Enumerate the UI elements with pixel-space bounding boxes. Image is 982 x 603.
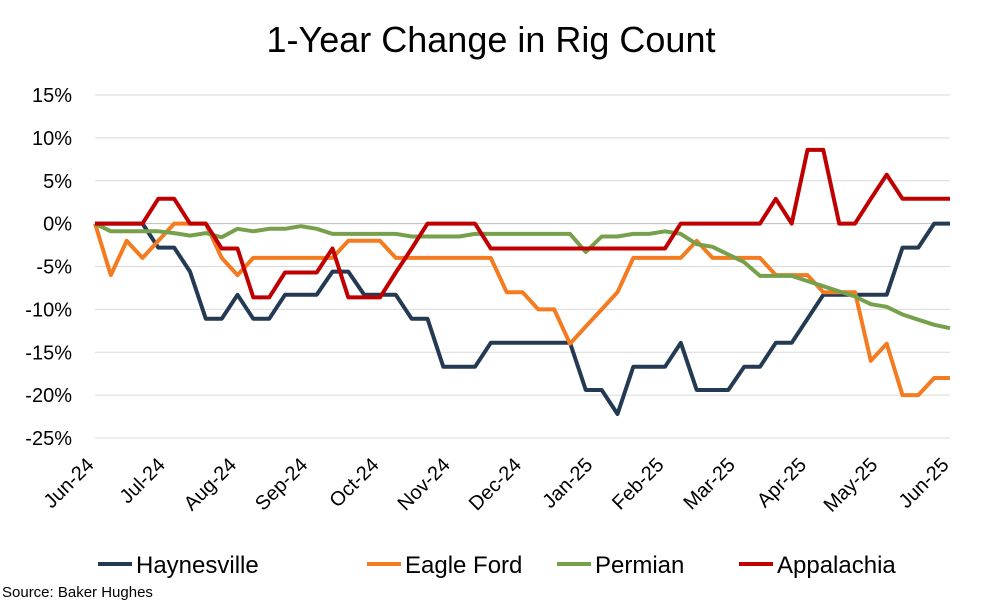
series-line-haynesville [95, 221, 950, 416]
series-line-permian [94, 221, 951, 331]
series-line-eagle-ford [93, 221, 950, 398]
legend-label: Eagle Ford [405, 552, 522, 579]
x-tick-label: Oct-24 [326, 454, 384, 512]
x-tick-label: Nov-24 [394, 454, 455, 515]
y-axis-ticks: 15% 10% 5% 0% -5% -10% -15% -20% -25% [25, 85, 72, 450]
chart-title: 1-Year Change in Rig Count [267, 19, 716, 60]
x-tick-label: Sep-24 [251, 454, 312, 515]
series-lines [93, 147, 951, 416]
x-tick-label: Jul-24 [116, 454, 170, 508]
y-tick-label: -10% [25, 299, 72, 321]
x-tick-label: Apr-25 [753, 454, 811, 512]
x-tick-label: Dec-24 [465, 454, 526, 515]
legend-label: Permian [595, 552, 684, 579]
y-tick-label: -20% [25, 385, 72, 407]
x-tick-label: Aug-24 [180, 454, 241, 515]
x-tick-label: Mar-25 [679, 454, 739, 514]
x-tick-label: Feb-25 [608, 454, 668, 514]
x-axis-ticks: Jun-24 Jul-24 Aug-24 Sep-24 Oct-24 Nov-24 Dec-… [40, 454, 954, 517]
x-tick-label: Jan-25 [538, 454, 597, 513]
y-tick-label: -15% [25, 342, 72, 364]
legend: Haynesville Eagle Ford Permian Appalachia [98, 552, 896, 579]
source-note: Source: Baker Hughes [2, 584, 153, 601]
x-tick-label: Jun-25 [895, 454, 954, 513]
y-tick-label: -25% [25, 428, 72, 450]
y-tick-label: 0% [43, 214, 72, 236]
y-tick-label: 5% [43, 171, 72, 193]
y-tick-label: 10% [32, 128, 72, 150]
legend-label: Haynesville [136, 552, 259, 579]
x-tick-label: Jun-24 [40, 454, 99, 513]
series-line-appalachia [95, 147, 950, 300]
x-tick-label: May-25 [820, 454, 883, 517]
y-tick-label: 15% [32, 85, 72, 107]
legend-label: Appalachia [777, 552, 896, 579]
gridlines [95, 94, 950, 439]
y-tick-label: -5% [36, 257, 72, 279]
